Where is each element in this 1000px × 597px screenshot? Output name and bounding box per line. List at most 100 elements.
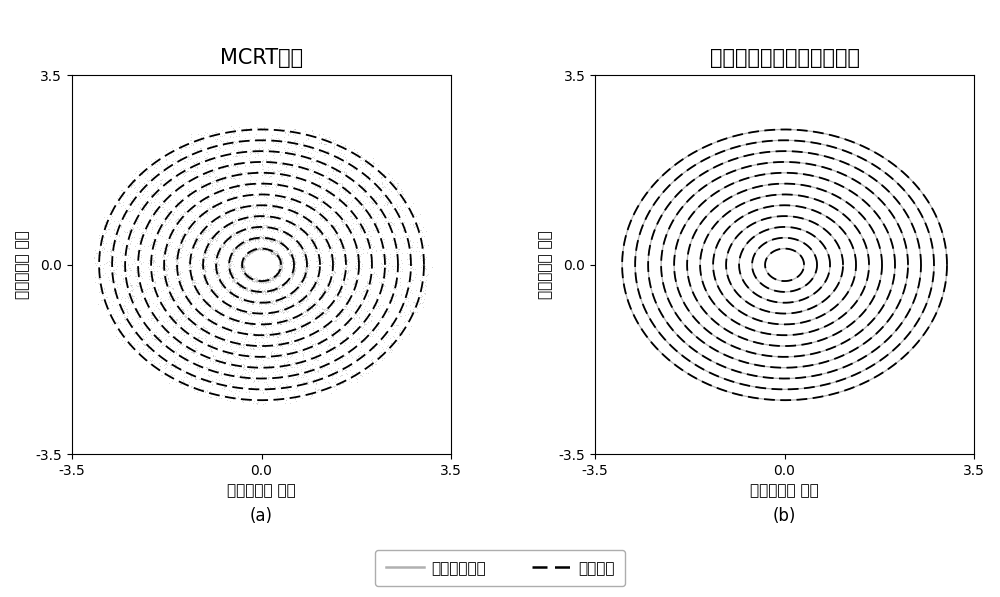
Point bbox=[204, 204, 220, 213]
Point bbox=[205, 350, 221, 360]
Point bbox=[237, 250, 253, 260]
Point bbox=[335, 264, 351, 273]
Point bbox=[275, 257, 291, 267]
Point bbox=[271, 166, 287, 176]
Point bbox=[310, 160, 326, 170]
Point bbox=[333, 168, 349, 178]
Point bbox=[288, 236, 304, 245]
Point bbox=[187, 308, 203, 318]
Point bbox=[227, 290, 243, 300]
Point bbox=[225, 319, 241, 329]
Point bbox=[146, 358, 162, 368]
Point bbox=[164, 313, 180, 323]
Point bbox=[189, 145, 205, 155]
Point bbox=[207, 156, 223, 166]
Point bbox=[251, 340, 267, 350]
Point bbox=[263, 384, 279, 394]
Point bbox=[254, 233, 270, 242]
Point bbox=[160, 312, 176, 322]
Point bbox=[158, 362, 174, 371]
Point bbox=[125, 320, 141, 330]
Point bbox=[141, 176, 157, 185]
Point bbox=[297, 247, 313, 257]
Point bbox=[152, 321, 168, 331]
Point bbox=[278, 245, 294, 255]
Point bbox=[116, 305, 132, 315]
Point bbox=[174, 334, 190, 344]
Title: 增加截尾滤波处理后的结果: 增加截尾滤波处理后的结果 bbox=[710, 48, 860, 68]
Point bbox=[272, 259, 288, 268]
Point bbox=[207, 141, 223, 150]
Point bbox=[246, 274, 262, 284]
Point bbox=[360, 309, 376, 319]
Point bbox=[413, 226, 429, 235]
Point bbox=[235, 260, 251, 270]
Point bbox=[207, 264, 223, 274]
Point bbox=[270, 287, 286, 297]
Point bbox=[236, 239, 252, 249]
Point bbox=[288, 324, 304, 334]
Point bbox=[151, 227, 167, 237]
Point bbox=[246, 310, 262, 319]
Point bbox=[284, 349, 300, 359]
Point bbox=[259, 319, 275, 329]
Point bbox=[336, 244, 352, 253]
Point bbox=[415, 261, 431, 270]
Point bbox=[280, 126, 296, 136]
Point bbox=[241, 353, 257, 362]
Point bbox=[232, 280, 248, 290]
Point bbox=[234, 170, 250, 179]
Point bbox=[232, 294, 248, 303]
Point bbox=[244, 296, 260, 306]
Point bbox=[157, 305, 173, 315]
Point bbox=[239, 178, 255, 187]
Point bbox=[293, 176, 309, 186]
Point bbox=[260, 353, 276, 362]
Point bbox=[237, 216, 253, 225]
Point bbox=[92, 287, 108, 296]
Point bbox=[280, 276, 296, 285]
Point bbox=[234, 266, 250, 275]
Point bbox=[212, 297, 228, 307]
Point bbox=[246, 297, 262, 307]
Point bbox=[308, 158, 324, 167]
Point bbox=[296, 267, 312, 276]
Point bbox=[224, 270, 240, 279]
Point bbox=[207, 260, 223, 269]
Point bbox=[222, 259, 238, 269]
Point bbox=[241, 248, 257, 257]
Point bbox=[238, 252, 254, 261]
Point bbox=[349, 374, 365, 384]
Point bbox=[339, 160, 355, 170]
Point bbox=[225, 270, 241, 279]
Point bbox=[280, 330, 296, 339]
Point bbox=[233, 279, 249, 289]
Point bbox=[259, 244, 275, 254]
Point bbox=[232, 167, 248, 177]
Point bbox=[269, 253, 285, 262]
Point bbox=[198, 275, 214, 285]
Point bbox=[315, 197, 331, 207]
Point bbox=[323, 299, 339, 309]
Point bbox=[279, 290, 295, 300]
Point bbox=[224, 256, 240, 266]
Point bbox=[286, 362, 302, 371]
Point bbox=[310, 368, 326, 377]
Point bbox=[221, 261, 237, 271]
Point bbox=[301, 288, 317, 298]
Point bbox=[302, 287, 318, 296]
Point bbox=[188, 302, 204, 312]
Point bbox=[279, 380, 295, 389]
Point bbox=[304, 298, 320, 308]
Point bbox=[185, 272, 201, 281]
Point bbox=[249, 235, 265, 244]
Point bbox=[149, 189, 165, 198]
Point bbox=[129, 262, 145, 272]
Point bbox=[200, 236, 216, 246]
Point bbox=[271, 122, 287, 132]
Point bbox=[167, 264, 183, 273]
Point bbox=[287, 328, 303, 337]
Point bbox=[290, 284, 306, 293]
Point bbox=[163, 187, 179, 197]
Point bbox=[241, 248, 257, 257]
